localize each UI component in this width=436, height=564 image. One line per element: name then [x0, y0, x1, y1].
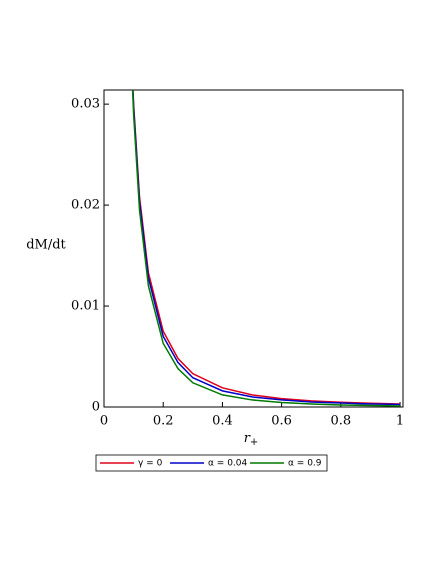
legend-box [95, 454, 328, 472]
x-label-main: r [244, 431, 251, 446]
series-line [132, 90, 401, 406]
x-label-subscript: + [250, 437, 258, 448]
x-axis-label: r+ [244, 431, 259, 448]
x-tick-label: 0.8 [330, 414, 351, 429]
y-axis-label: dM/dt [26, 238, 66, 253]
plot-area [131, 90, 401, 407]
plot-frame [103, 89, 404, 408]
y-tick-label: 0 [92, 400, 100, 415]
x-tick-label: 0 [100, 414, 108, 429]
y-tick-label: 0.03 [71, 97, 100, 112]
y-tick-label: 0.01 [71, 299, 100, 314]
legend-label: α = 0.9 [288, 459, 322, 469]
x-tick-label: 0.2 [153, 414, 174, 429]
legend-label: α = 0.04 [208, 459, 248, 469]
x-tick-label: 1 [396, 414, 404, 429]
series-line [131, 90, 401, 407]
x-tick-label: 0.6 [271, 414, 292, 429]
y-tick-label: 0.02 [71, 198, 100, 213]
legend-label: γ = 0 [138, 459, 163, 469]
x-tick-label: 0.4 [212, 414, 233, 429]
